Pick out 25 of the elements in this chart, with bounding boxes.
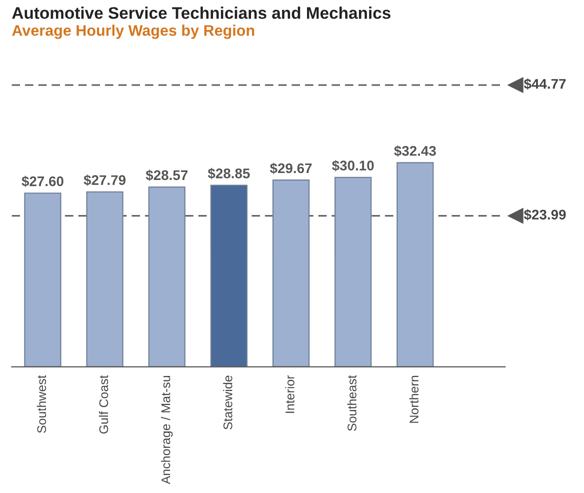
bar xyxy=(396,162,434,367)
data-label: $29.67 xyxy=(270,162,312,174)
bar xyxy=(148,186,186,367)
x-tick-label: Anchorage / Mat-su xyxy=(161,376,173,484)
data-label: $28.85 xyxy=(208,168,250,180)
bar xyxy=(86,191,124,367)
x-tick-label: Gulf Coast xyxy=(98,375,108,434)
ref-line-label: $44.77 xyxy=(524,78,566,90)
data-label: $28.57 xyxy=(146,170,188,181)
data-label: $27.79 xyxy=(84,174,126,186)
data-label: $32.43 xyxy=(394,145,436,157)
bar xyxy=(24,192,62,367)
x-tick-label: Southeast xyxy=(347,375,356,431)
bar xyxy=(334,176,372,367)
chart-title: Automotive Service Technicians and Mechanics xyxy=(12,6,390,19)
x-tick-label: Statewide xyxy=(223,376,232,430)
chart-subtitle: Average Hourly Wages by Region xyxy=(12,24,254,39)
x-tick-label: Northern xyxy=(409,376,419,423)
data-label: $30.10 xyxy=(332,160,374,172)
bar xyxy=(272,180,310,367)
data-label: $27.60 xyxy=(22,176,64,188)
bar xyxy=(210,184,248,367)
ref-line-label: $23.99 xyxy=(524,209,566,220)
x-tick-label: Southwest xyxy=(36,375,46,433)
x-tick-label: Interior xyxy=(285,375,294,413)
